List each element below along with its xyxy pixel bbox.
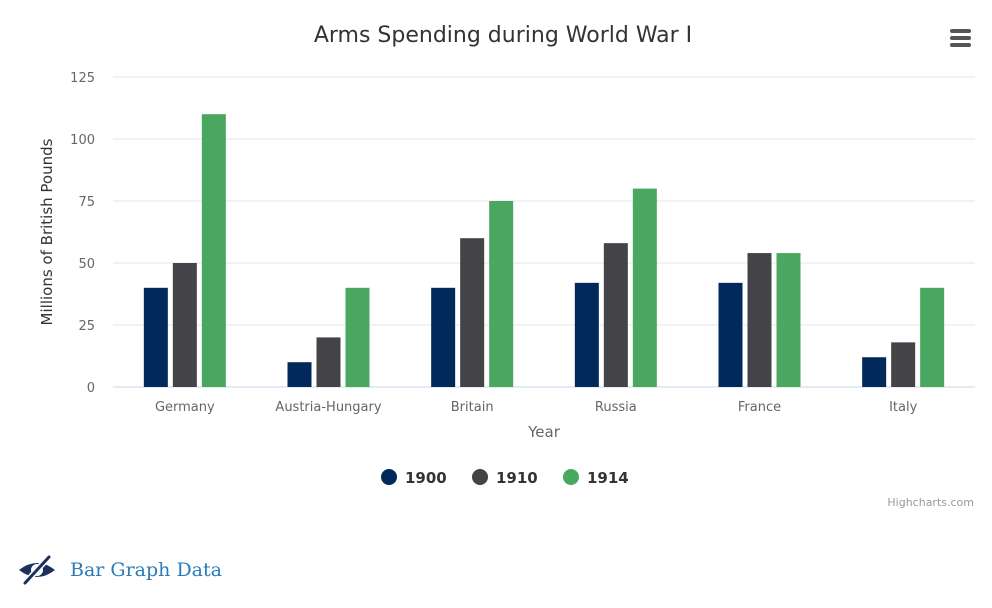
x-axis-title: Year — [527, 423, 561, 441]
bar-germany-1900[interactable] — [143, 287, 168, 387]
bar-austria-hungary-1900[interactable] — [287, 362, 312, 387]
y-tick-label: 25 — [78, 319, 95, 334]
y-axis: 0 25 50 75 100 125 — [70, 71, 95, 396]
legend-item-1910[interactable]: 1910 — [472, 469, 538, 487]
y-tick-label: 0 — [87, 381, 95, 396]
bar-germany-1910[interactable] — [172, 263, 197, 387]
bar-france-1910[interactable] — [747, 253, 772, 387]
x-tick-label: Russia — [595, 400, 637, 415]
legend-label: 1900 — [405, 469, 447, 487]
bar-graph-data-toggle[interactable]: Bar Graph Data — [16, 552, 222, 588]
bar-russia-1900[interactable] — [574, 282, 599, 387]
x-tick-label: Austria-Hungary — [275, 400, 381, 415]
y-tick-label: 75 — [78, 195, 95, 210]
legend-label: 1914 — [587, 469, 629, 487]
y-axis-title: Millions of British Pounds — [38, 138, 56, 325]
legend-marker — [472, 469, 488, 485]
chart-title: Arms Spending during World War I — [314, 23, 692, 48]
bar-italy-1910[interactable] — [891, 342, 916, 387]
x-tick-label: Germany — [155, 400, 215, 415]
chart: Arms Spending during World War I 0 25 50 75… — [38, 23, 975, 509]
bar-britain-1914[interactable] — [489, 201, 514, 387]
y-tick-label: 100 — [70, 133, 95, 148]
bars — [143, 114, 945, 387]
x-tick-label: Italy — [889, 400, 918, 415]
legend-marker — [381, 469, 397, 485]
bar-france-1914[interactable] — [776, 253, 801, 387]
bar-austria-hungary-1910[interactable] — [316, 337, 341, 387]
legend-item-1900[interactable]: 1900 — [381, 469, 447, 487]
x-tick-label: Britain — [451, 400, 494, 415]
y-tick-label: 125 — [70, 71, 95, 86]
legend-label: 1910 — [496, 469, 538, 487]
bar-austria-hungary-1914[interactable] — [345, 287, 370, 387]
eye-slash-icon — [19, 555, 55, 585]
x-tick-label: France — [738, 400, 781, 415]
y-tick-label: 50 — [78, 257, 95, 272]
bar-france-1900[interactable] — [718, 282, 743, 387]
bar-britain-1910[interactable] — [460, 238, 485, 387]
legend-item-1914[interactable]: 1914 — [563, 469, 629, 487]
grid-lines — [113, 76, 975, 388]
bar-russia-1914[interactable] — [632, 188, 657, 387]
legend: 1900 1910 1914 — [381, 469, 629, 487]
bar-italy-1914[interactable] — [920, 287, 945, 387]
bar-britain-1900[interactable] — [431, 287, 456, 387]
bar-italy-1900[interactable] — [862, 357, 887, 387]
hamburger-icon[interactable] — [946, 26, 976, 52]
x-axis: Germany Austria-Hungary Britain Russia Franc… — [155, 400, 918, 415]
bar-germany-1914[interactable] — [201, 114, 226, 387]
credits-link[interactable]: Highcharts.com — [887, 496, 974, 509]
legend-marker — [563, 469, 579, 485]
toggle-label: Bar Graph Data — [70, 559, 222, 581]
bar-russia-1910[interactable] — [603, 243, 628, 387]
